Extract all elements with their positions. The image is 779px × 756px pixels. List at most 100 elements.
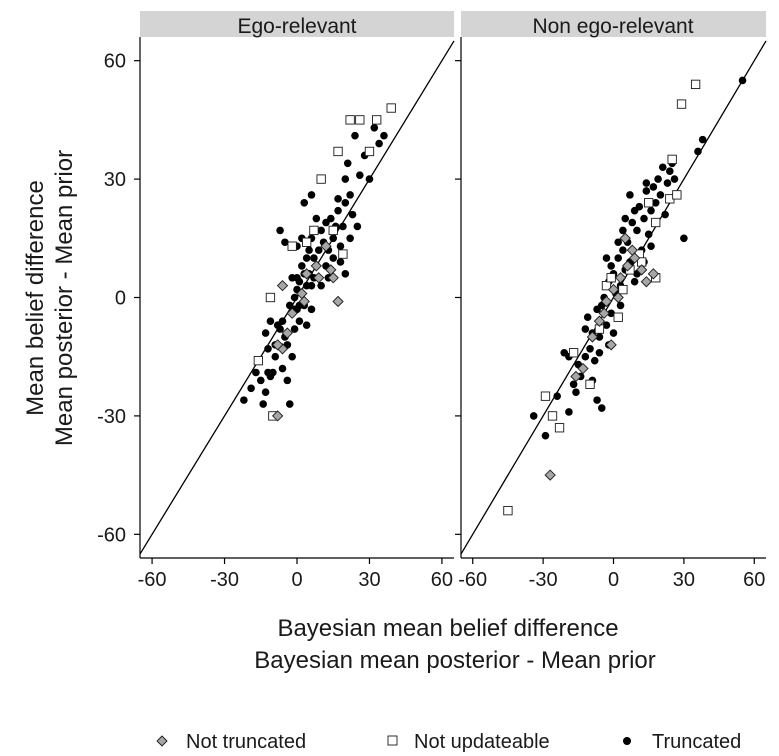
point-not-truncated: [586, 331, 599, 343]
point-truncated: [336, 258, 345, 266]
point-not-updateable: [690, 79, 701, 90]
point-truncated: [300, 198, 309, 207]
point-truncated: [619, 246, 627, 254]
point-truncated: [283, 376, 292, 385]
point-truncated: [256, 376, 265, 385]
point-truncated: [647, 242, 655, 250]
point-not-updateable: [667, 154, 677, 165]
point-not-updateable: [265, 292, 276, 303]
x-tick-label: 60: [743, 569, 765, 591]
point-not-truncated: [298, 295, 310, 308]
x-tick-label: 30: [673, 569, 695, 591]
point-not-truncated: [301, 268, 313, 280]
point-truncated: [640, 214, 648, 223]
point-truncated: [341, 270, 350, 278]
point-truncated: [348, 210, 357, 219]
point-truncated: [595, 348, 604, 357]
point-truncated: [614, 254, 622, 262]
point-not-updateable: [606, 273, 616, 283]
point-not-updateable: [328, 225, 338, 236]
point-truncated: [680, 234, 688, 243]
legend-label-not-truncated: Not truncated: [186, 731, 306, 753]
legend-marker-diamond: [156, 735, 168, 747]
x-tick-label: -30: [210, 569, 239, 591]
point-truncated: [583, 313, 592, 322]
point-truncated: [273, 321, 282, 329]
point-not-truncated: [281, 327, 293, 339]
point-truncated: [586, 345, 594, 353]
point-not-updateable: [287, 241, 297, 251]
point-truncated: [370, 123, 379, 132]
point-truncated: [628, 218, 637, 227]
point-truncated: [553, 392, 561, 400]
point-not-updateable: [585, 379, 595, 389]
point-truncated: [656, 191, 665, 199]
y-tick-label: 0: [115, 288, 126, 310]
point-truncated: [295, 277, 304, 286]
point-truncated: [307, 191, 316, 199]
panel-non-ego-relevant: Non ego-relevant -60 -30 0 30 60: [455, 11, 767, 591]
point-not-updateable: [253, 356, 264, 366]
point-truncated: [285, 400, 294, 408]
point-not-truncated: [605, 339, 617, 351]
point-truncated: [593, 396, 601, 404]
point-truncated: [302, 254, 311, 262]
point-truncated: [581, 352, 590, 361]
point-truncated: [341, 175, 350, 183]
point-not-truncated: [636, 264, 648, 276]
point-truncated: [302, 321, 311, 329]
point-not-updateable: [503, 505, 513, 516]
point-truncated: [607, 309, 615, 318]
point-truncated: [649, 183, 658, 191]
point-not-truncated: [614, 272, 627, 284]
point-truncated: [614, 238, 622, 247]
point-not-updateable: [345, 115, 355, 125]
point-truncated: [738, 76, 747, 85]
point-not-updateable: [651, 217, 661, 228]
point-truncated: [334, 206, 342, 215]
point-not-truncated: [593, 315, 606, 327]
point-not-updateable: [372, 115, 382, 125]
x-tick-label: 0: [608, 569, 619, 591]
point-truncated: [670, 175, 679, 183]
point-not-truncated: [647, 268, 660, 280]
point-truncated: [698, 135, 707, 144]
point-truncated: [278, 364, 287, 373]
point-truncated: [642, 187, 651, 195]
point-truncated: [329, 254, 338, 262]
point-not-updateable: [309, 225, 319, 236]
legend-item-not-truncated: Not truncated: [156, 731, 306, 753]
point-truncated: [626, 191, 634, 199]
y-axis-title-line2: Mean posterior - Mean prior: [51, 150, 78, 446]
legend-item-not-updateable: Not updateable: [387, 731, 550, 753]
point-not-updateable: [364, 146, 375, 157]
point-not-truncated: [544, 469, 556, 481]
point-not-updateable: [355, 115, 365, 125]
point-truncated: [356, 171, 364, 179]
point-not-truncated: [272, 339, 284, 351]
y-axis-title-line1: Mean belief difference: [22, 180, 49, 416]
legend-item-truncated: Truncated: [623, 731, 741, 753]
point-truncated: [259, 400, 267, 408]
strip-non-ego-relevant: [461, 11, 766, 37]
strip-ego-relevant: [140, 11, 454, 37]
point-not-updateable: [568, 348, 579, 358]
y-tick-label: -60: [97, 524, 126, 546]
point-not-truncated: [313, 272, 325, 284]
point-truncated: [317, 226, 325, 235]
point-not-updateable: [676, 99, 687, 109]
point-truncated: [310, 254, 318, 262]
x-tick-label: -60: [458, 569, 487, 591]
point-truncated: [654, 175, 662, 183]
x-tick-label: -30: [529, 569, 558, 591]
point-not-updateable: [302, 237, 312, 247]
point-not-truncated: [640, 276, 652, 288]
point-truncated: [307, 305, 316, 314]
x-tick-label: 30: [358, 569, 380, 591]
point-not-truncated: [272, 410, 284, 422]
point-truncated: [630, 206, 639, 215]
strip-label-non-ego-relevant: Non ego-relevant: [532, 15, 693, 38]
point-truncated: [312, 214, 321, 223]
x-tick-label: -60: [138, 569, 167, 591]
point-not-truncated: [619, 232, 631, 244]
